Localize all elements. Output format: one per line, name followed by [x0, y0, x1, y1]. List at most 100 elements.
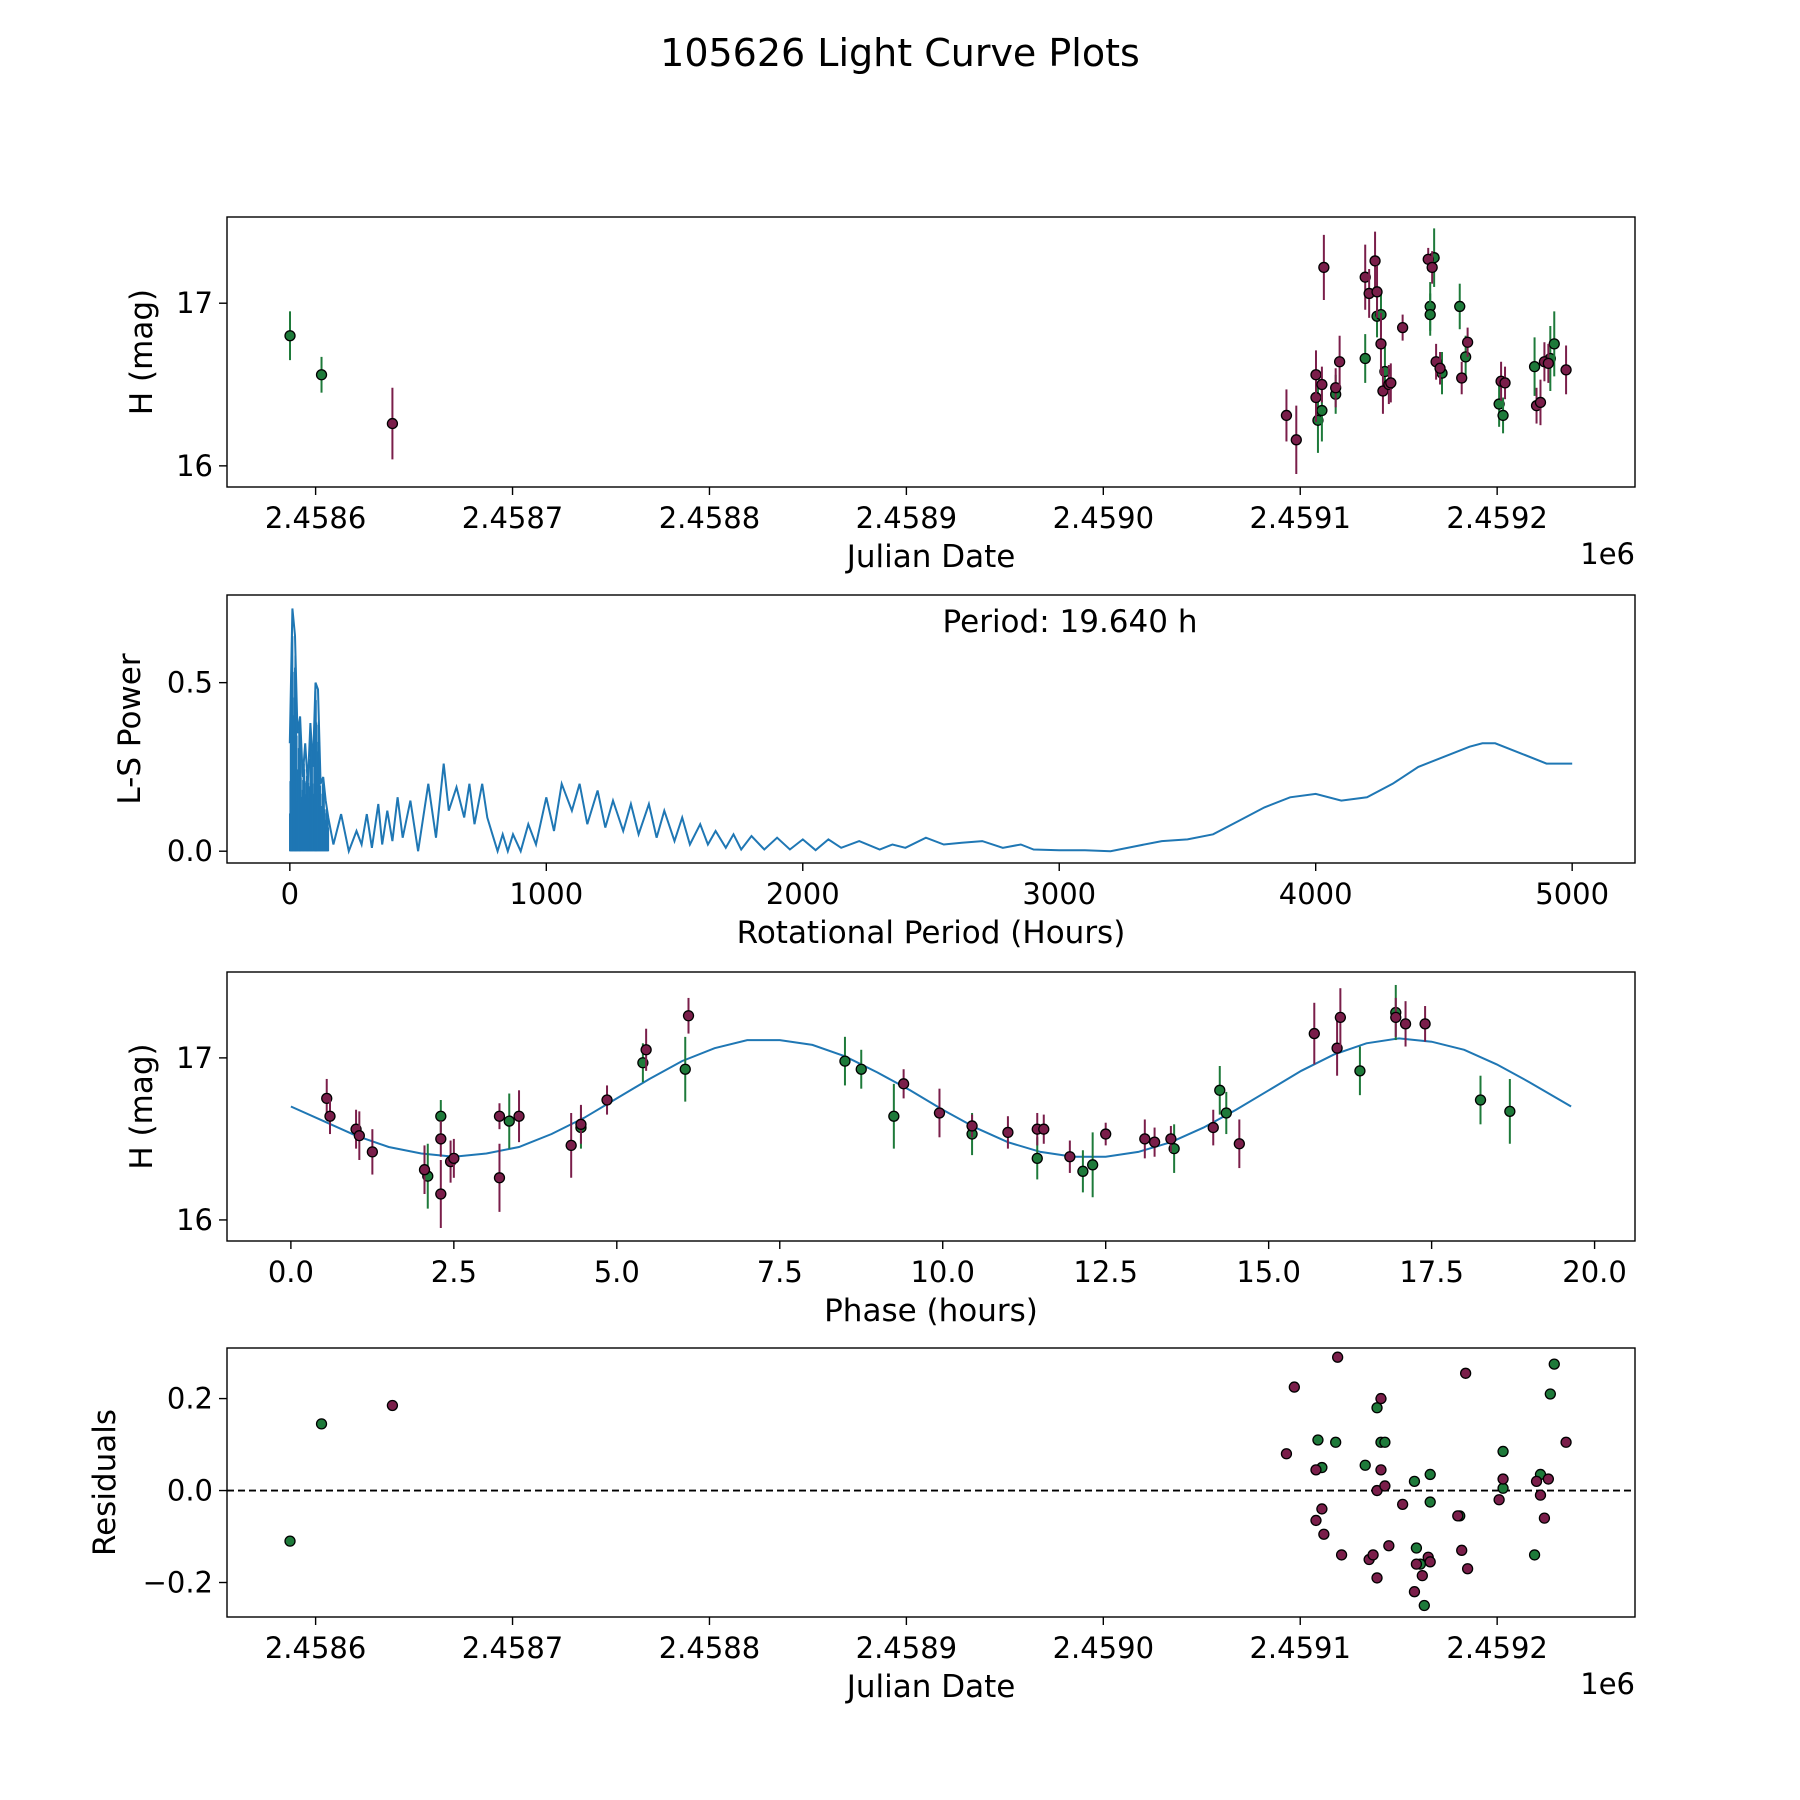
data-point-maroon: [1207, 1121, 1219, 1134]
data-point-maroon: [1456, 372, 1468, 384]
data-point-maroon: [1560, 364, 1572, 376]
data-point-maroon: [1426, 261, 1438, 274]
data-point-maroon: [1419, 1018, 1431, 1030]
data-point-maroon: [1383, 1540, 1395, 1552]
data-point-maroon: [1316, 1503, 1328, 1515]
data-point-maroon: [493, 1110, 506, 1122]
data-point-green: [1316, 404, 1328, 417]
data-point-green: [1424, 308, 1436, 321]
data-point-maroon: [1456, 1544, 1468, 1556]
lightcurve-xtick-label: 2.4589: [856, 501, 957, 535]
residuals-xtick-label: 2.4588: [659, 1631, 760, 1665]
data-point-green: [1528, 1549, 1541, 1561]
data-point-maroon: [1459, 1367, 1472, 1379]
data-point-green: [1548, 1358, 1560, 1370]
data-point-maroon: [1452, 1510, 1464, 1522]
data-point-maroon: [1371, 1572, 1383, 1584]
data-point-maroon: [386, 417, 399, 430]
data-point-maroon: [1461, 1563, 1474, 1575]
residuals-ytick-label: 0.2: [167, 1382, 213, 1416]
residuals-xtick-label: 2.4592: [1446, 1631, 1547, 1665]
residuals-axes-frame: [226, 1347, 1636, 1618]
ls-power-line: [327, 742, 1573, 855]
data-point-maroon: [324, 1110, 336, 1122]
lightcurve-xtick-label: 2.4591: [1249, 501, 1350, 535]
data-point-maroon: [1290, 434, 1302, 446]
data-point-green: [679, 1063, 691, 1075]
data-point-maroon: [1280, 1448, 1293, 1460]
phased-xtick-label: 17.5: [1399, 1255, 1464, 1289]
data-point-green: [1359, 352, 1371, 365]
data-point-maroon: [1064, 1151, 1076, 1163]
lightcurve-x-offset-label: 1e6: [1580, 537, 1635, 571]
figure-suptitle: 105626 Light Curve Plots: [660, 31, 1140, 75]
periodogram-axes-frame: [226, 594, 1636, 864]
data-point-green: [1371, 1402, 1383, 1414]
residuals-xtick-label: 2.4590: [1053, 1631, 1154, 1665]
phased-xtick-label: 2.5: [431, 1255, 477, 1289]
data-point-green: [1504, 1105, 1516, 1118]
data-point-maroon: [513, 1110, 525, 1122]
data-point-maroon: [1416, 1569, 1428, 1582]
figure-panels: 2.4586 2.4587 2.4588 2.4589 2.4590 2.4591 2.45…: [87, 216, 1636, 1705]
phased-xtick-label: 0.0: [268, 1255, 314, 1289]
data-point-maroon: [1375, 1464, 1387, 1476]
data-point-maroon: [366, 1146, 379, 1158]
data-point-green: [1220, 1107, 1232, 1119]
lightcurve-ylabel: H (mag): [124, 289, 160, 415]
data-point-maroon: [1390, 1011, 1402, 1024]
residuals-ylabel: Residuals: [87, 1409, 123, 1556]
data-point-green: [1214, 1084, 1226, 1096]
data-point-maroon: [1233, 1138, 1245, 1150]
residuals-xtick-label: 2.4589: [856, 1631, 957, 1665]
periodogram-panel: 0 1000 2000 3000 4000 5000 0.0 0.5 Rotational Pe…: [112, 594, 1636, 951]
residuals-xtick-label: 2.4586: [265, 1631, 366, 1665]
data-point-maroon: [682, 1010, 695, 1022]
data-point-green: [1408, 1475, 1421, 1488]
data-point-green: [1379, 1436, 1391, 1448]
data-point-maroon: [418, 1164, 431, 1176]
lightcurve-xtick-label: 2.4588: [659, 501, 760, 535]
data-point-maroon: [1534, 396, 1547, 409]
data-point-maroon: [966, 1120, 978, 1132]
periodogram-ytick-label: 0.0: [167, 834, 213, 868]
data-point-maroon: [386, 1399, 399, 1412]
data-point-green: [1424, 1468, 1436, 1481]
data-point-maroon: [1371, 286, 1383, 298]
data-point-maroon: [1399, 1018, 1412, 1030]
data-point-maroon: [1280, 409, 1293, 422]
data-point-maroon: [493, 1172, 506, 1184]
data-point-maroon: [1560, 1436, 1572, 1448]
data-point-maroon: [1334, 1011, 1347, 1024]
data-point-maroon: [565, 1139, 577, 1152]
phased-axes-frame: [226, 971, 1636, 1242]
data-point-green: [315, 1418, 328, 1430]
residuals-panel: 2.4586 2.4587 2.4588 2.4589 2.4590 2.4591 2.45…: [87, 1347, 1636, 1705]
data-point-green: [1497, 1445, 1509, 1458]
data-point-maroon: [1333, 356, 1346, 368]
phased-xlabel: Phase (hours): [824, 1293, 1038, 1329]
data-point-maroon: [1310, 369, 1322, 381]
data-point-maroon: [1318, 1528, 1330, 1540]
data-point-green: [1031, 1152, 1043, 1165]
lightcurve-axes-frame: [226, 216, 1636, 488]
data-point-maroon: [1100, 1128, 1112, 1140]
data-point-maroon: [1330, 382, 1342, 394]
data-point-green: [888, 1110, 900, 1122]
data-point-maroon: [1396, 321, 1409, 334]
data-point-maroon: [1408, 1586, 1421, 1598]
data-point-maroon: [1310, 1514, 1322, 1527]
data-point-maroon: [435, 1188, 447, 1200]
data-point-green: [1354, 1065, 1366, 1077]
lightcurve-ytick-label: 16: [176, 449, 213, 483]
periodogram-xtick-label: 3000: [1022, 877, 1096, 911]
data-point-maroon: [1369, 255, 1381, 267]
data-point-maroon: [1148, 1136, 1161, 1148]
lightcurve-panel: 2.4586 2.4587 2.4588 2.4589 2.4590 2.4591 2.45…: [124, 216, 1636, 575]
data-point-maroon: [1308, 1027, 1320, 1040]
residuals-xlabel: Julian Date: [845, 1669, 1016, 1705]
data-point-maroon: [1396, 1498, 1409, 1510]
phased-xtick-label: 10.0: [910, 1255, 975, 1289]
data-point-maroon: [1493, 1494, 1505, 1506]
